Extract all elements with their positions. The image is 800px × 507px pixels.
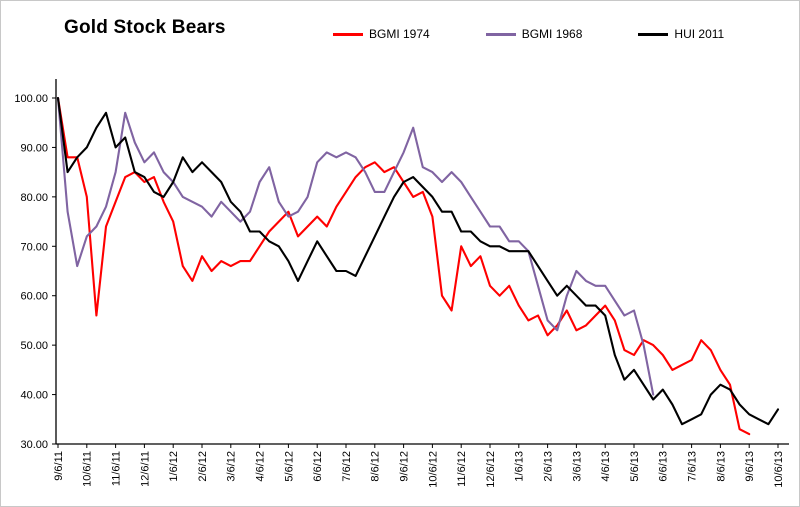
- x-tick-label: 9/6/11: [53, 451, 65, 481]
- x-tick-label: 5/6/13: [629, 451, 641, 482]
- y-tick-label: 80.00: [20, 192, 48, 204]
- y-tick-label: 100.00: [14, 93, 48, 105]
- x-tick-label: 9/6/12: [398, 451, 410, 482]
- y-tick-label: 90.00: [20, 142, 48, 154]
- series-line-bgmi-1974: [56, 96, 751, 436]
- legend-marker-bgmi-1974: [333, 32, 363, 36]
- x-tick-label: 7/6/12: [341, 451, 353, 482]
- series-line-hui-2011: [56, 96, 780, 426]
- x-tick-label: 8/6/12: [370, 451, 382, 482]
- x-tick-label: 10/6/12: [427, 451, 439, 488]
- legend-marker-hui-2011: [638, 32, 669, 36]
- y-tick-label: 60.00: [20, 291, 48, 303]
- x-tick-label: 1/6/13: [514, 451, 526, 482]
- x-tick-label: 4/6/13: [600, 451, 612, 482]
- y-tick-label: 40.00: [20, 390, 48, 402]
- x-tick-label: 5/6/12: [283, 451, 295, 482]
- legend-item-bgmi-1968: BGMI 1968: [485, 27, 583, 41]
- x-tick-label: 2/6/12: [197, 451, 209, 482]
- x-tick-label: 9/6/13: [744, 451, 756, 482]
- x-tick-label: 11/6/11: [110, 451, 122, 486]
- legend-item-hui-2011: HUI 2011: [638, 27, 724, 41]
- x-tick-label: 12/6/12: [485, 451, 497, 488]
- legend-item-bgmi-1974: BGMI 1974: [333, 27, 430, 41]
- x-tick-label: 7/6/13: [686, 451, 698, 482]
- x-tick-label: 6/6/13: [658, 451, 670, 482]
- legend-label-bgmi-1968: BGMI 1968: [521, 27, 583, 41]
- x-tick-label: 3/6/12: [226, 451, 238, 482]
- legend-label-hui-2011: HUI 2011: [674, 27, 725, 41]
- x-tick-label: 3/6/13: [571, 451, 583, 482]
- x-tick-label: 4/6/12: [254, 451, 266, 482]
- legend-label-bgmi-1974: BGMI 1974: [369, 27, 430, 41]
- y-tick-label: 50.00: [20, 340, 48, 352]
- y-tick-label: 30.00: [20, 439, 48, 451]
- x-tick-label: 1/6/12: [168, 451, 180, 482]
- chart-title: Gold Stock Bears: [64, 17, 226, 38]
- x-tick-label: 12/6/11: [139, 451, 151, 487]
- x-tick-label: 11/6/12: [456, 451, 468, 487]
- x-tick-label: 8/6/13: [715, 451, 727, 482]
- y-tick-label: 70.00: [20, 241, 48, 253]
- x-tick-label: 10/6/11: [82, 451, 94, 487]
- x-tick-label: 6/6/12: [312, 451, 324, 482]
- x-tick-label: 2/6/13: [542, 451, 554, 482]
- x-tick-label: 10/6/13: [773, 451, 785, 488]
- chart-legend: BGMI 1974 BGMI 1968 HUI 2011: [333, 27, 780, 41]
- legend-marker-bgmi-1968: [485, 32, 516, 36]
- series-line-bgmi-1968: [56, 96, 655, 396]
